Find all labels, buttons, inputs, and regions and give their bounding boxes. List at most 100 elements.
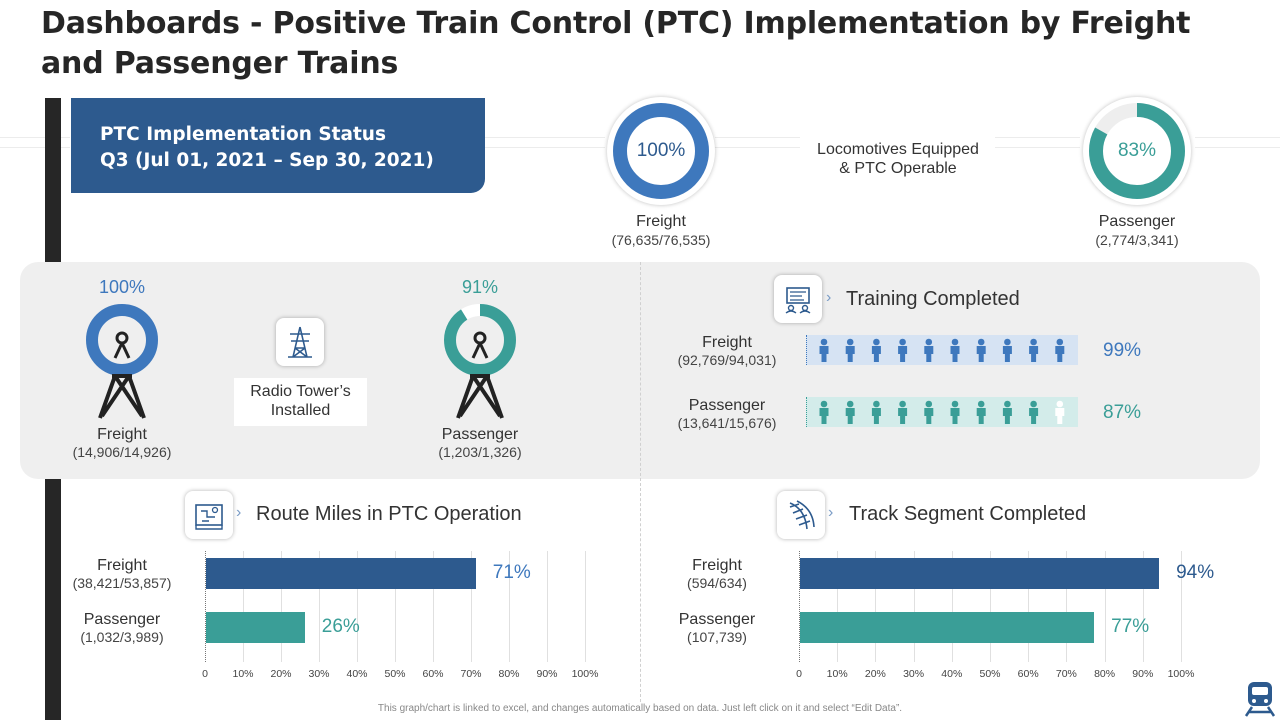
track-segment-title: Track Segment Completed [849,503,1087,525]
route-passenger-counts: (1,032/3,989) [80,629,164,645]
tick-label: 70% [460,668,482,680]
divider [0,147,70,148]
passenger-person-icon [1029,400,1039,424]
freight-locomotive-label: Freight [636,213,686,230]
passenger-person-icon [1002,400,1012,424]
gridline [1104,551,1106,662]
track-freight-label: Freight [692,557,742,574]
bar-value-label: 94% [1176,562,1215,583]
chevron-right-icon: › [826,289,832,306]
training-freight-label: Freight [702,334,752,351]
tick-label: 40% [941,668,963,680]
radio-towers-label: Radio Tower’s Installed [234,378,367,426]
training-passenger-people [806,397,1078,427]
gridline [205,551,206,662]
gridline [799,551,800,662]
gridline [243,551,244,662]
route-freight-label: Freight [97,557,147,574]
passenger-tower-pct: 91% [461,277,499,297]
passenger-person-icon [976,400,986,424]
passenger-locomotive-counts: (2,774/3,341) [1095,232,1179,248]
train-logo-icon [1244,682,1276,717]
passenger-person-icon [924,400,934,424]
divider [715,147,800,148]
tick-label: 0 [202,668,208,680]
bar-freight [206,558,476,589]
passenger-tower-label: Passenger [441,426,519,443]
route-passenger-label: Passenger [83,611,161,628]
footer-note: This graph/chart is linked to excel, and… [377,703,903,714]
training-passenger-label: Passenger [688,397,766,414]
gridline [281,551,282,662]
gridline [1066,551,1068,662]
tick-label: 0 [796,668,802,680]
divider [995,147,1080,148]
freight-tower-label: Freight [97,426,147,443]
training-passenger-counts: (13,641/15,676) [677,415,777,431]
gridline [875,551,877,662]
gridline [913,551,915,662]
bar-value-label: 71% [492,562,531,583]
freight-tower-pct: 100% [98,277,146,297]
page-title: Dashboards - Positive Train Control (PTC… [41,6,1191,81]
center-divider [640,262,641,702]
training-title: Training Completed [846,288,1020,310]
freight-person-icon [950,338,960,362]
tick-label: 90% [1132,668,1154,680]
freight-tower-icon [86,304,158,419]
freight-locomotive-donut: 100% [607,97,715,205]
freight-person-icon [1002,338,1012,362]
gridline [1142,551,1144,662]
freight-person-icon [924,338,934,362]
gridline [951,551,953,662]
training-freight-people [806,335,1078,365]
status-period: Q3 (Jul 01, 2021 – Sep 30, 2021) [100,150,434,171]
track-passenger-label: Passenger [678,611,756,628]
freight-person-icon [845,338,855,362]
passenger-person-icon [1055,400,1065,424]
freight-person-icon [1055,338,1065,362]
divider [485,147,605,148]
bar-value-label: 77% [1111,616,1150,637]
divider [1195,147,1280,148]
tick-label: 20% [864,668,886,680]
freight-locomotive-counts: (76,635/76,535) [611,232,711,248]
tick-label: 100% [571,668,599,680]
training-passenger-pct: 87% [1103,402,1142,423]
bar-freight [800,558,1160,589]
divider [0,137,70,138]
route-freight-counts: (38,421/53,857) [72,575,172,591]
gridline [837,551,839,662]
gridline [357,551,358,662]
gridline [471,551,472,662]
track-freight-counts: (594/634) [687,575,747,591]
tick-label: 80% [1094,668,1116,680]
tick-label: 30% [903,668,925,680]
training-freight-counts: (92,769/94,031) [677,352,777,368]
passenger-locomotive-label: Passenger [1098,213,1176,230]
tick-label: 80% [498,668,520,680]
tick-label: 10% [232,668,254,680]
passenger-locomotive-pct: 83% [1117,140,1157,161]
freight-tower-counts: (14,906/14,926) [72,444,172,460]
locomotives-label: Locomotives Equipped & PTC Operable [817,141,979,177]
gridline [1181,551,1182,662]
tick-label: 10% [826,668,848,680]
status-header: PTC Implementation Status Q3 (Jul 01, 20… [71,98,485,193]
track-passenger-counts: (107,739) [687,629,747,645]
gridline [433,551,434,662]
tick-label: 70% [1055,668,1077,680]
passenger-person-icon [898,400,908,424]
passenger-person-icon [845,400,855,424]
bar-value-label: 26% [321,616,360,637]
passenger-locomotive-donut: 83% [1083,97,1191,205]
railway-track-icon [777,491,825,539]
status-title: PTC Implementation Status [100,124,386,145]
tick-label: 30% [308,668,330,680]
gridline [395,551,396,662]
training-freight-pct: 99% [1103,340,1142,361]
freight-person-icon [976,338,986,362]
passenger-tower-counts: (1,203/1,326) [438,444,522,460]
divider [1195,137,1280,138]
